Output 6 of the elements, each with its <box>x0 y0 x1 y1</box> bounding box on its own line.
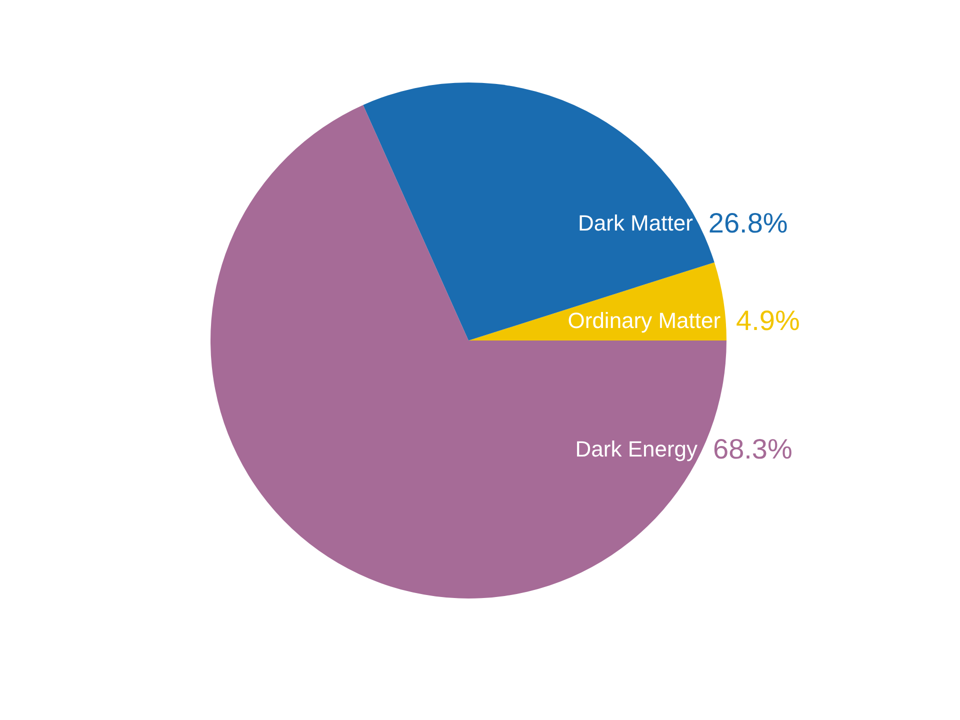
data-label: 4.9% <box>736 305 800 336</box>
slice-label: Dark Matter <box>578 210 693 236</box>
data-label: 26.8% <box>708 207 788 238</box>
slice-label: Dark Energy <box>575 436 698 462</box>
slice-label: Ordinary Matter <box>568 308 721 334</box>
data-label: 68.3% <box>713 433 792 464</box>
